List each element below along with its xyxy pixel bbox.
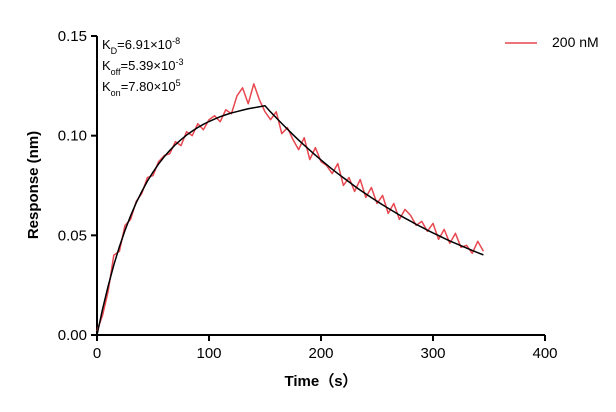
annotation-text: =7.80×10 [121, 79, 176, 94]
annotation: Koff=5.39×10-3 [102, 57, 183, 77]
annotation: KD=6.91×10-8 [102, 36, 180, 56]
y-tick-label: 0.10 [58, 128, 87, 145]
x-tick-label: 0 [93, 345, 101, 362]
annotation-text: =6.91×10 [117, 37, 172, 52]
x-tick-label: 100 [196, 345, 221, 362]
y-axis-label: Response (nm) [25, 131, 42, 239]
data-line [96, 83, 485, 332]
annotation-main: K [102, 58, 111, 73]
y-tick-label: 0.00 [58, 327, 87, 344]
data-line [96, 105, 484, 336]
annotation: Kon=7.80×105 [102, 78, 181, 98]
legend-label: 200 nM [552, 34, 599, 50]
annotation-main: K [102, 37, 111, 52]
x-tick-label: 300 [420, 345, 445, 362]
annotation-main: K [102, 79, 111, 94]
x-tick-label: 400 [532, 345, 557, 362]
y-tick-label: 0.05 [58, 227, 87, 244]
annotation-sub: on [111, 88, 121, 98]
x-axis-label: Time（s） [284, 372, 357, 390]
y-tick-label: 0.15 [58, 28, 87, 45]
x-tick-label: 200 [308, 345, 333, 362]
annotation-sup: -3 [175, 57, 183, 67]
annotation-sup: 5 [176, 78, 181, 88]
annotation-sup: -8 [172, 36, 180, 46]
annotation-text: =5.39×10 [121, 58, 176, 73]
annotation-sub: off [111, 67, 121, 77]
annotation-sub: D [111, 46, 118, 56]
